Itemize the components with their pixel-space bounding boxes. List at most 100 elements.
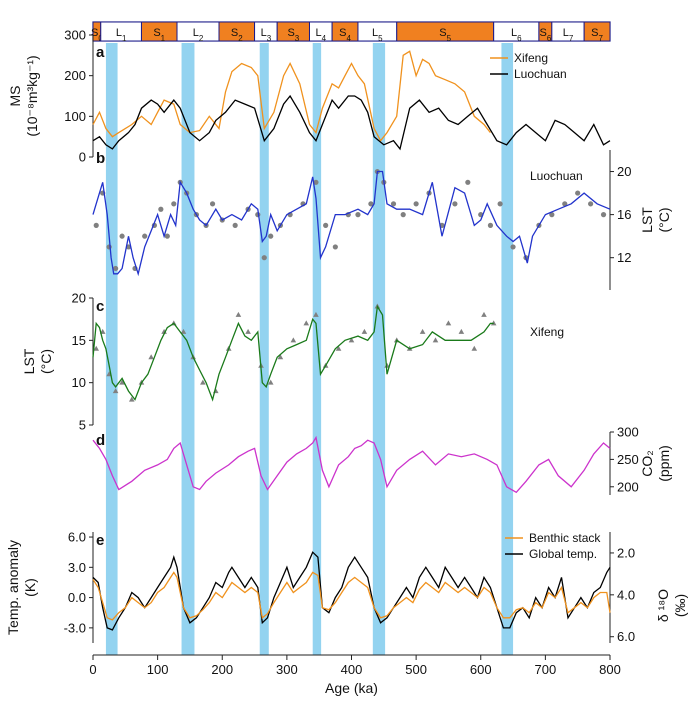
point-c-10: [180, 328, 187, 334]
series-e-0: [92, 551, 611, 631]
legend-label-a-1: Luochuan: [514, 67, 567, 81]
point-c-33: [445, 320, 452, 326]
point-b-42: [487, 222, 494, 228]
point-c-26: [361, 328, 368, 334]
panel-e-left-tick-label-1: 0.0: [68, 590, 86, 605]
point-b-28: [332, 244, 338, 250]
point-b-27: [323, 222, 329, 228]
point-b-2: [106, 244, 112, 250]
x-tick-label-1: 100: [147, 662, 169, 677]
stage-label-14: S7: [591, 27, 603, 43]
point-b-18: [232, 222, 238, 228]
panel-d-tick-label-2: 300: [617, 425, 639, 440]
point-b-16: [209, 201, 216, 207]
panel-c-tick-label-1: 10: [72, 375, 86, 390]
panel-a-tick-label-3: 300: [64, 28, 86, 43]
point-c-34: [458, 328, 465, 334]
panel-e-ylabel: Temp. anomaly(K): [5, 540, 38, 635]
glacial-band-2: [259, 43, 269, 655]
point-c-28: [384, 362, 390, 368]
point-c-22: [313, 311, 319, 317]
point-c-32: [432, 337, 439, 343]
point-b-3: [113, 265, 119, 272]
point-c-21: [303, 320, 310, 326]
point-c-7: [148, 354, 154, 360]
point-b-44: [510, 244, 516, 250]
stage-label-11: L6: [511, 27, 522, 43]
panel-a-tick-label-1: 100: [64, 109, 86, 124]
point-c-4: [119, 379, 125, 385]
panel-c-tick-label-2: 15: [72, 333, 86, 348]
panel-letter-b: b: [96, 150, 105, 167]
stage-label-9: L5: [372, 27, 383, 43]
stage-label-7: L4: [316, 27, 327, 43]
point-b-26: [313, 179, 319, 185]
stage-label-12: S6: [539, 27, 551, 43]
point-b-30: [355, 212, 361, 218]
glacial-band-4: [372, 43, 386, 655]
panel-d-tick-label-0: 200: [617, 479, 639, 494]
panel-c-tick-label-3: 20: [72, 291, 86, 306]
point-b-0: [93, 222, 99, 228]
point-c-5: [128, 396, 135, 402]
stage-label-8: S4: [339, 27, 351, 43]
x-axis-label: Age (ka): [325, 680, 378, 696]
panel-d-ylabel: CO₂(ppm): [639, 445, 672, 482]
x-tick-label-3: 300: [276, 662, 298, 677]
point-b-35: [400, 212, 406, 218]
point-b-43: [497, 201, 503, 207]
stage-cell-14: [583, 21, 611, 42]
point-b-36: [413, 201, 419, 207]
point-b-9: [158, 206, 164, 212]
series-a-1: [92, 94, 611, 151]
point-b-7: [142, 233, 148, 239]
panel-d-tick-label-1: 250: [617, 452, 639, 467]
x-tick-label-7: 700: [535, 662, 557, 677]
glacial-bands: [105, 43, 514, 655]
point-b-48: [562, 201, 568, 207]
stage-label-6: S3: [287, 27, 299, 43]
point-c-19: [277, 354, 284, 360]
series-c-0: [92, 304, 494, 402]
point-c-3: [112, 388, 119, 394]
stage-label-4: S2: [231, 27, 243, 43]
panel-b-tick-label-1: 16: [617, 207, 631, 222]
glacial-band-1: [181, 43, 195, 655]
panel-letter-c: c: [96, 298, 104, 315]
point-c-24: [335, 345, 342, 351]
glacial-band-0: [105, 43, 118, 655]
stage-label-13: L7: [563, 27, 574, 43]
stage-label-1: L1: [116, 27, 127, 43]
panel-e-right-tick-label-2: 6.0: [617, 629, 635, 644]
point-b-40: [465, 179, 471, 185]
panel-b: b 12 16 20 LST(°C) Luochuan: [92, 150, 672, 290]
x-tick-label-5: 500: [405, 662, 427, 677]
point-c-16: [245, 328, 251, 334]
point-b-22: [268, 233, 274, 239]
point-b-11: [171, 201, 177, 207]
series-b-0: [92, 170, 611, 277]
point-b-47: [549, 212, 555, 218]
x-axis: 0 100 200 300 400 500 600 700 800 Age (ka): [89, 654, 621, 696]
panel-b-ylabel: LST(°C): [639, 207, 672, 233]
point-b-4: [119, 233, 125, 239]
x-tick-label-4: 400: [341, 662, 363, 677]
panel-c-ylabel: LST(°C): [21, 348, 54, 374]
stage-label-2: S1: [153, 27, 165, 43]
panel-e-left-tick-label-0: -3.0: [64, 620, 86, 635]
x-tick-label-0: 0: [89, 662, 96, 677]
panel-a-tick-label-2: 200: [64, 68, 86, 83]
legend-label-a-0: Xifeng: [514, 51, 548, 65]
point-c-31: [419, 328, 426, 334]
series-a-0: [92, 50, 491, 142]
panel-e-right-tick-label-0: 2.0: [617, 545, 635, 560]
point-c-18: [267, 379, 274, 385]
point-c-0: [93, 345, 100, 351]
glacial-band-3: [312, 43, 322, 655]
series-d-0: [92, 435, 611, 494]
point-c-20: [290, 337, 297, 343]
legend-label-e-1: Global temp.: [529, 547, 597, 561]
